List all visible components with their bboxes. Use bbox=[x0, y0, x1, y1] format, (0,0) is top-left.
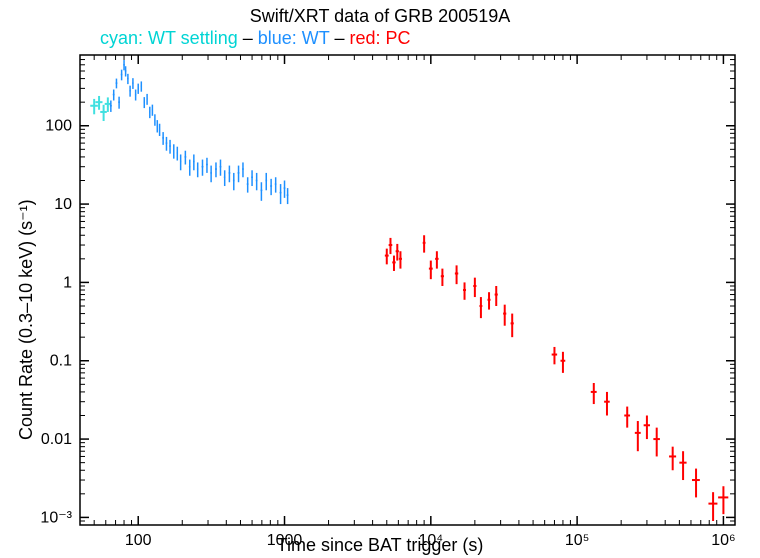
svg-text:100: 100 bbox=[125, 532, 152, 549]
svg-text:1000: 1000 bbox=[267, 532, 303, 549]
svg-text:1: 1 bbox=[63, 274, 72, 291]
svg-text:10⁵: 10⁵ bbox=[565, 532, 589, 549]
svg-text:10⁶: 10⁶ bbox=[711, 532, 735, 549]
svg-text:0.01: 0.01 bbox=[41, 431, 72, 448]
svg-text:0.1: 0.1 bbox=[50, 353, 72, 370]
svg-text:10⁴: 10⁴ bbox=[418, 532, 443, 549]
svg-text:10: 10 bbox=[54, 196, 72, 213]
svg-text:10⁻³: 10⁻³ bbox=[40, 509, 72, 526]
svg-text:100: 100 bbox=[45, 118, 72, 135]
plot-svg: 100 1000 10⁴ 10⁵ 10⁶ 10⁻³ 0.01 0.1 1 10 100 bbox=[0, 0, 760, 558]
chart-container: Swift/XRT data of GRB 200519A cyan: WT s… bbox=[0, 0, 760, 558]
